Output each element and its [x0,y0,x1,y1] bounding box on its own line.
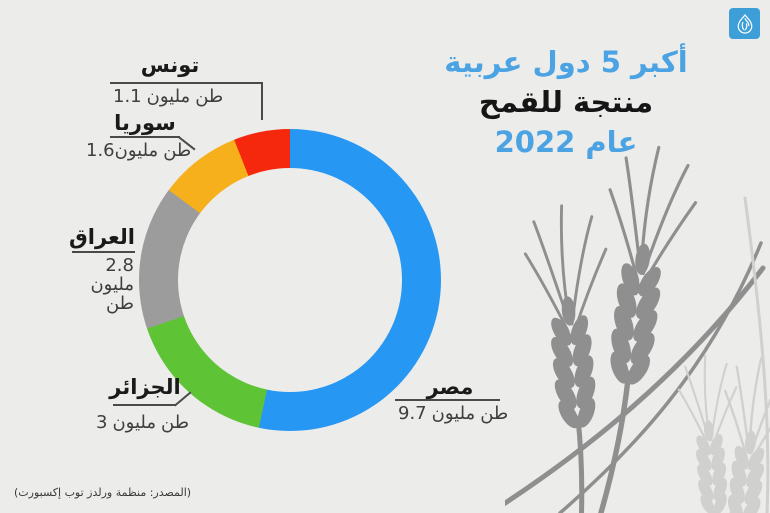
leader-iraq-horizontal [72,251,135,253]
label-iraq-value: 2.8 مليون طن [90,255,134,314]
source-credit: (المصدر: منظمة ورلدز توب إكسبورت) [14,486,192,499]
title-line-1: أكبر 5 دول عربية [444,45,688,79]
label-tunisia-value: 1.1 مليون طن [113,86,224,107]
leader-algeria-horizontal [113,404,175,406]
leader-egypt-horizontal [395,399,500,401]
title-line-3: عام 2022 [494,125,638,159]
label-iraq-name: العراق [69,225,135,249]
label-syria-name: سوريا [114,111,176,135]
al-jazeera-flame-icon [737,13,752,34]
label-algeria-value: 3 مليون طن [96,412,190,433]
title-line-2: منتجة للقمح [478,85,654,119]
label-egypt-value: 9.7 مليون طن [398,403,509,424]
label-tunisia-name: تونس [140,53,200,77]
label-egypt-name: مصر [426,375,474,399]
leader-tunisia-vertical [261,82,263,120]
donut-hole [178,168,402,392]
al-jazeera-logo [729,8,760,39]
label-syria-value: 1.6مليون طن [86,140,192,161]
leader-tunisia-horizontal [110,82,263,84]
leader-syria-horizontal [110,136,180,138]
label-algeria-name: الجزائر [109,375,181,399]
wheat-illustration [505,128,770,513]
chart-title: أكبر 5 دول عربية منتجة للقمح عام 2022 [430,42,702,162]
